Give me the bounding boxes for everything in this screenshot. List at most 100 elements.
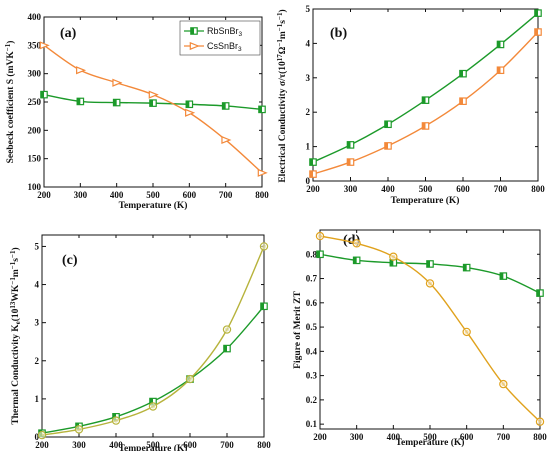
panel-d-x-tick-label: 300	[350, 432, 364, 442]
panel-a-x-tick-label: 400	[110, 190, 124, 200]
panel-a-x-tick-label: 300	[74, 190, 88, 200]
panel-b-x-tick-label: 400	[381, 184, 395, 194]
panel-c-series-1-point-600-fill	[188, 377, 192, 382]
panel-b-y-tick-label: 3	[306, 73, 311, 83]
panel-c-series-1-point-700	[222, 325, 232, 334]
panel-c-y-tick-label: 2	[35, 356, 40, 366]
panel-d-y-tick-label: 0.1	[306, 419, 318, 429]
panel-d-y-tick-label: 0.2	[306, 395, 318, 405]
panel-b-series-0-point-500-fill	[422, 96, 426, 104]
panel-a-x-tick-label: 800	[255, 190, 269, 200]
panel-c-y-tick-label: 0	[35, 432, 40, 442]
panel-b-x-tick-label: 300	[344, 184, 358, 194]
panel-a-y-axis-label: Seebeck coefficient S (mVK−1)	[4, 41, 16, 164]
panel-c-series-1-point-200	[37, 430, 47, 440]
panel-b-x-tick-label: 500	[419, 184, 433, 194]
panel-d-ticks: 200 300 400 500 600 700 800 0.1 0.2 0.3 0.4 0.5 0.6 0…	[306, 230, 547, 442]
panel-c-y-axis-label: Thermal Conductivity Ke(1013WK−1m−1s−1)	[9, 247, 22, 424]
panel-b-y-tick-label: 4	[306, 38, 311, 48]
panel-a-seebeck: (a) 200 300 400 500 600 700 800 100 150 200 250 300…	[4, 12, 269, 211]
legend-rb-marker-shape-fill	[190, 27, 194, 35]
panel-d-series-0-point-300-fill	[353, 257, 357, 264]
legend-rb-marker	[190, 27, 198, 35]
panel-c-x-tick-label: 400	[109, 440, 123, 450]
panel-b-ylabel-main: Electrical Conductivity σ/τ(10	[277, 61, 288, 183]
panel-c-y-tick-label: 5	[35, 241, 40, 251]
panel-d-series-1-point-600	[462, 327, 471, 337]
panel-b-series-1-point-600-fill	[459, 97, 463, 105]
panel-b-series-1-point-300-fill	[347, 158, 351, 166]
panel-d-series-1-point-700-fill	[501, 382, 506, 387]
panel-a-y-tick-label: 350	[28, 40, 42, 50]
panel-b-y-tick-label: 1	[306, 142, 311, 152]
panel-d-series-1-point-700	[499, 379, 508, 389]
panel-a-series-0-point-700-fill	[222, 102, 226, 110]
panel-c-series-1-point-600	[185, 374, 195, 384]
panel-c-ylabel-sup3: −1	[9, 261, 17, 269]
panel-d-series-0-point-700-fill	[500, 272, 504, 280]
panel-b-series-1-point-200-fill	[309, 170, 313, 178]
panel-c-series-0-line	[41, 305, 265, 434]
panel-c-series-1-point-800	[259, 242, 269, 251]
panel-c-series-1-point-500-fill	[151, 404, 155, 409]
panel-b-x-tick-label: 700	[494, 184, 508, 194]
panel-d-series-1-point-300	[352, 239, 361, 248]
panel-b-series-1-point-400-fill	[384, 142, 388, 150]
panel-d-series-1-point-800	[535, 417, 545, 426]
panel-d-y-tick-label: 0.3	[306, 371, 318, 381]
legend-rb-name: RbSnBr	[207, 26, 239, 36]
panel-d-series-1-point-500-fill	[428, 281, 432, 286]
panel-c-series-1-point-200-fill	[40, 433, 44, 438]
panel-a-series-0-point-600-fill	[186, 101, 190, 108]
legend-cs-marker-shape	[189, 41, 200, 51]
panel-d-series-1-point-400	[389, 252, 398, 261]
panel-c-ylabel-mid2: WK	[11, 284, 21, 302]
panel-d-y-tick-label: 0.6	[306, 298, 318, 308]
legend-box	[179, 20, 261, 56]
panel-b-x-tick-label: 200	[306, 184, 320, 194]
panel-c-y-tick-label: 3	[35, 318, 40, 328]
panel-d-y-axis-label: Figure of Merit ZT	[293, 291, 303, 369]
panel-b-plot-area	[309, 9, 542, 178]
panel-a-x-tick-label: 600	[183, 190, 197, 200]
panel-d-series-1-point-200-fill	[318, 234, 322, 239]
panel-b-x-axis-label: Temperature (K)	[391, 195, 460, 206]
panel-a-series-0-point-500-fill	[149, 99, 153, 107]
panel-b-y-axis-label: Electrical Conductivity σ/τ(1017Ω−1m−1s−…	[276, 9, 288, 182]
panel-d-series-1-point-200	[315, 231, 325, 241]
panel-d-y-tick-label: 0.5	[306, 322, 318, 332]
panel-b-series-0-point-600-fill	[459, 70, 463, 77]
panel-a-y-tick-label: 150	[28, 154, 42, 164]
panel-a-y-tick-label: 400	[28, 12, 42, 22]
panel-c-series-1-point-300	[74, 425, 84, 434]
panel-c-ylabel-mid: (10	[10, 308, 21, 321]
panel-a-tag: (a)	[60, 26, 77, 41]
panel-b-y-tick-label: 2	[306, 107, 311, 117]
panel-a-series-1-point-200	[39, 41, 50, 50]
panel-d-x-tick-label: 600	[460, 432, 474, 442]
panel-d-x-tick-label: 400	[387, 432, 401, 442]
panel-d-series-1-point-400-fill	[391, 254, 396, 259]
panel-c-x-tick-label: 500	[146, 440, 160, 450]
panel-d-series-0-point-400-fill	[390, 259, 394, 266]
panel-c-x-axis-label: Temperature (K)	[119, 443, 188, 451]
panel-a-x-axis-label: Temperature (K)	[119, 200, 188, 211]
panel-d-series-0-point-200-fill	[316, 251, 320, 258]
panel-c-plot-area	[37, 242, 269, 440]
panel-c-thermal-conductivity: (c) 200 300 400 500 600 700 800 0 1 2 3 4 5 Temperat…	[9, 234, 271, 454]
panel-d-series-0-point-500-fill	[426, 260, 430, 268]
panel-a-x-tick-label: 500	[146, 190, 160, 200]
panel-c-x-tick-label: 800	[257, 440, 271, 450]
panel-d-series-1-point-800-fill	[538, 419, 542, 424]
panel-b-ylabel-mid3: s	[278, 20, 288, 24]
panel-d-x-tick-label: 700	[497, 432, 511, 442]
panel-a-x-tick-label: 700	[219, 190, 233, 200]
panel-b-series-1-point-800-fill	[534, 28, 538, 36]
panel-d-x-tick-label: 200	[313, 432, 327, 442]
legend-rb-label: RbSnBr3	[207, 26, 243, 38]
panel-a-y-tick-label: 200	[28, 125, 42, 135]
panel-c-x-tick-label: 300	[72, 440, 86, 450]
panel-d-y-tick-label: 0.4	[306, 346, 318, 356]
